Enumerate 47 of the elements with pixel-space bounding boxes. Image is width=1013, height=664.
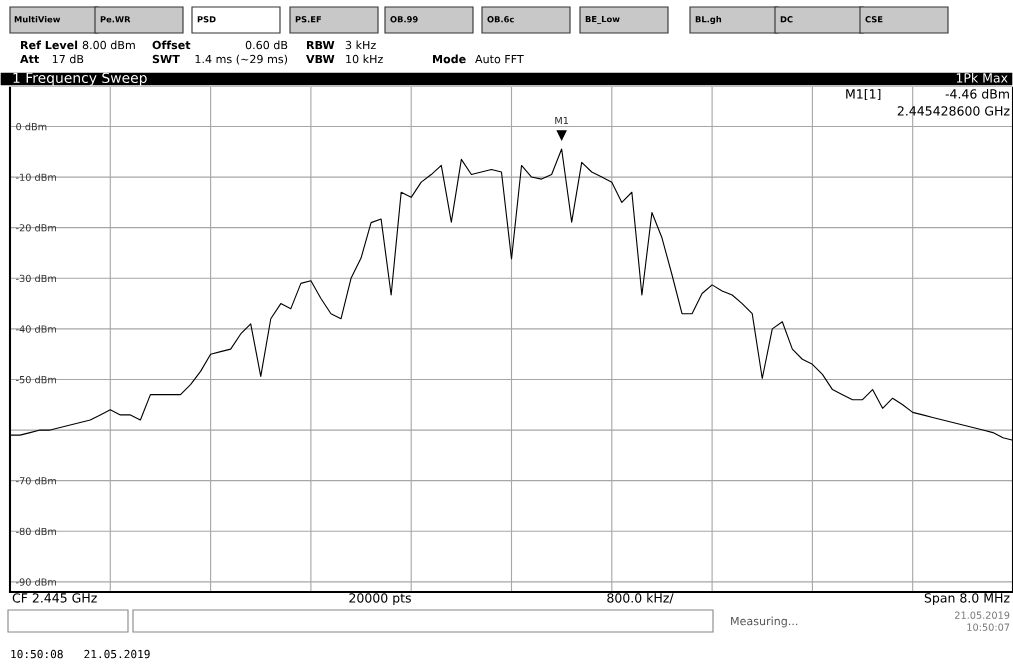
text: Ref Level [21,40,78,50]
text: 20000 pts [349,593,411,606]
text: Auto FFT [475,54,524,64]
text: PSD [197,16,216,23]
annotation: M1[1] [846,88,881,101]
text: RBW [307,40,335,50]
annotation: -4.46 dBm [945,88,1009,99]
text: 3 kHz [345,40,376,50]
annotation: M1 [555,116,569,125]
text: OB.6c [487,16,514,23]
annotation: 2.445428600 GHz [897,106,1010,116]
text: VBW [306,54,335,64]
y-tick-label: -10 dBm [16,173,57,181]
text: Offset [152,40,191,50]
text: Att [20,54,39,64]
text: OB.99 [390,16,418,23]
y-tick-label: -50 dBm [16,375,57,384]
text: 8.00 dBm [82,40,135,50]
text: 0.60 dB [245,40,288,50]
text: 17 dB [52,54,84,64]
text: 1.4 ms (~29 ms) [195,54,288,65]
text: MultiView [14,15,61,23]
text: 800.0 kHz/ [607,592,674,604]
y-tick-label: -80 dBm [16,527,57,536]
y-tick-label: 0 dBm [16,122,47,131]
text: 21.05.2019 [955,611,1010,619]
text: DC [780,16,793,23]
text: Measuring... [731,616,798,628]
text: 1Pk Max [956,72,1008,83]
y-tick-label: -90 dBm [16,578,57,586]
y-tick-label: -30 dBm [16,274,57,283]
text: SWT [152,54,180,64]
y-tick-label: -70 dBm [16,476,57,485]
text: CF 2.445 GHz [12,593,97,603]
text: Span 8.0 MHz [924,593,1010,606]
text: 10:50:08 21.05.2019 [11,649,150,659]
text: BL.gh [695,15,722,25]
chart-title: 1 Frequency Sweep [13,72,147,86]
text: PS.EF [295,16,321,23]
y-tick-label: -40 dBm [16,325,57,333]
y-tick-label: -20 dBm [16,223,57,232]
text: 10:50:07 [967,623,1010,631]
text: Mode [433,54,466,64]
text: BE_Low [585,15,620,25]
text: CSE [865,16,883,23]
text: Pe.WR [100,16,131,23]
text: 10 kHz [346,54,383,64]
